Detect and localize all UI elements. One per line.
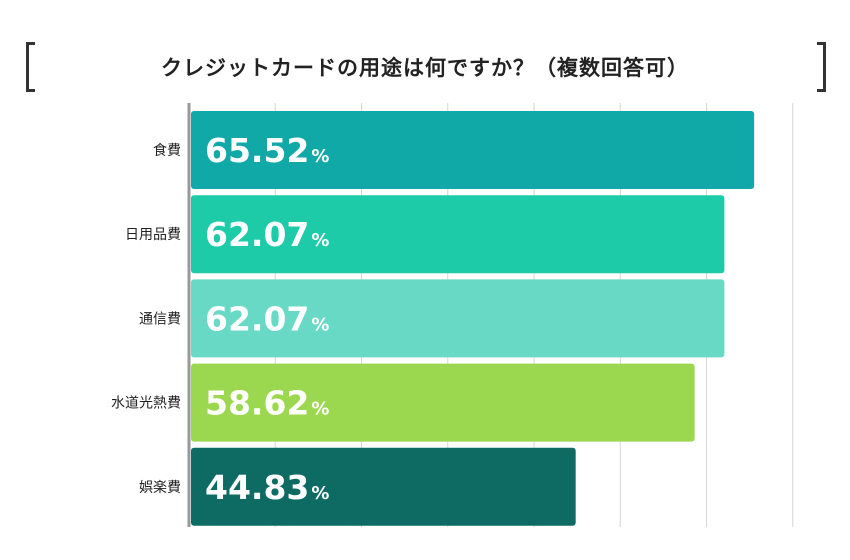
left-bracket-decoration	[26, 42, 35, 92]
value-label: 62.07%	[205, 299, 329, 338]
bar	[191, 279, 725, 358]
category-label: 娯楽費	[139, 480, 181, 496]
value-label: 62.07%	[205, 215, 329, 254]
value-label: 65.52%	[205, 131, 329, 170]
category-label: 水道光熱費	[111, 396, 181, 412]
category-label: 日用品費	[125, 227, 181, 243]
value-label: 44.83%	[205, 468, 329, 507]
category-label: 通信費	[139, 311, 181, 327]
bar	[191, 111, 755, 189]
category-label: 食費	[153, 142, 181, 159]
bar	[191, 195, 725, 274]
right-bracket-decoration	[817, 42, 826, 92]
chart-title: クレジットカードの用途は何ですか？（複数回答可）	[161, 56, 689, 80]
bar	[191, 363, 695, 442]
bar	[191, 447, 576, 526]
value-label: 58.62%	[205, 384, 329, 423]
